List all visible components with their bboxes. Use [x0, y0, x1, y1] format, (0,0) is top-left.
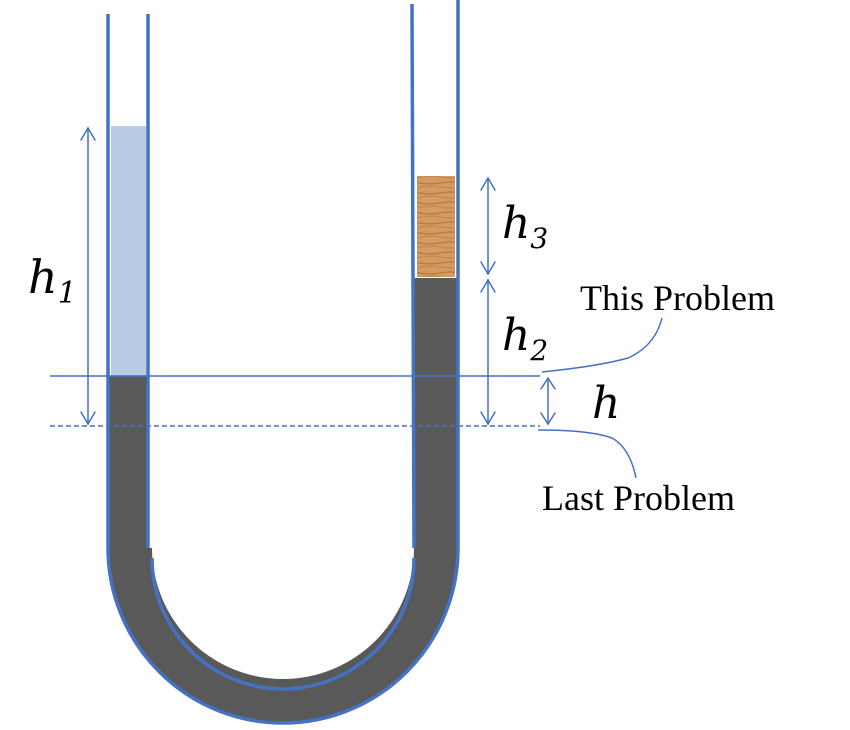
- wood-block-icon: [417, 176, 455, 277]
- u-bend-inner-wall: [150, 557, 416, 691]
- h-arrow: [540, 376, 556, 426]
- h1-label: h1: [28, 250, 77, 311]
- last-problem-label: Last Problem: [542, 478, 735, 518]
- water-column: [111, 126, 146, 376]
- u-tube: [106, 0, 460, 725]
- h-label: h: [592, 378, 620, 429]
- h3-arrow: [480, 176, 496, 276]
- u-bend-outer-wall: [106, 547, 460, 725]
- h2-label: h2: [502, 310, 548, 367]
- this-problem-label: This Problem: [580, 278, 775, 318]
- this-problem-callout: [541, 317, 663, 373]
- left-mercury-column: [108, 376, 147, 548]
- right-arm-inner-wall: [410, 3, 416, 549]
- h1-arrow: [80, 126, 96, 426]
- mercury-u-bend: [108, 548, 458, 723]
- dimension-arrows: [80, 126, 556, 426]
- h2-arrow: [480, 278, 496, 426]
- h3-label: h3: [502, 198, 548, 255]
- last-problem-callout: [537, 429, 637, 479]
- right-mercury-column: [414, 278, 458, 548]
